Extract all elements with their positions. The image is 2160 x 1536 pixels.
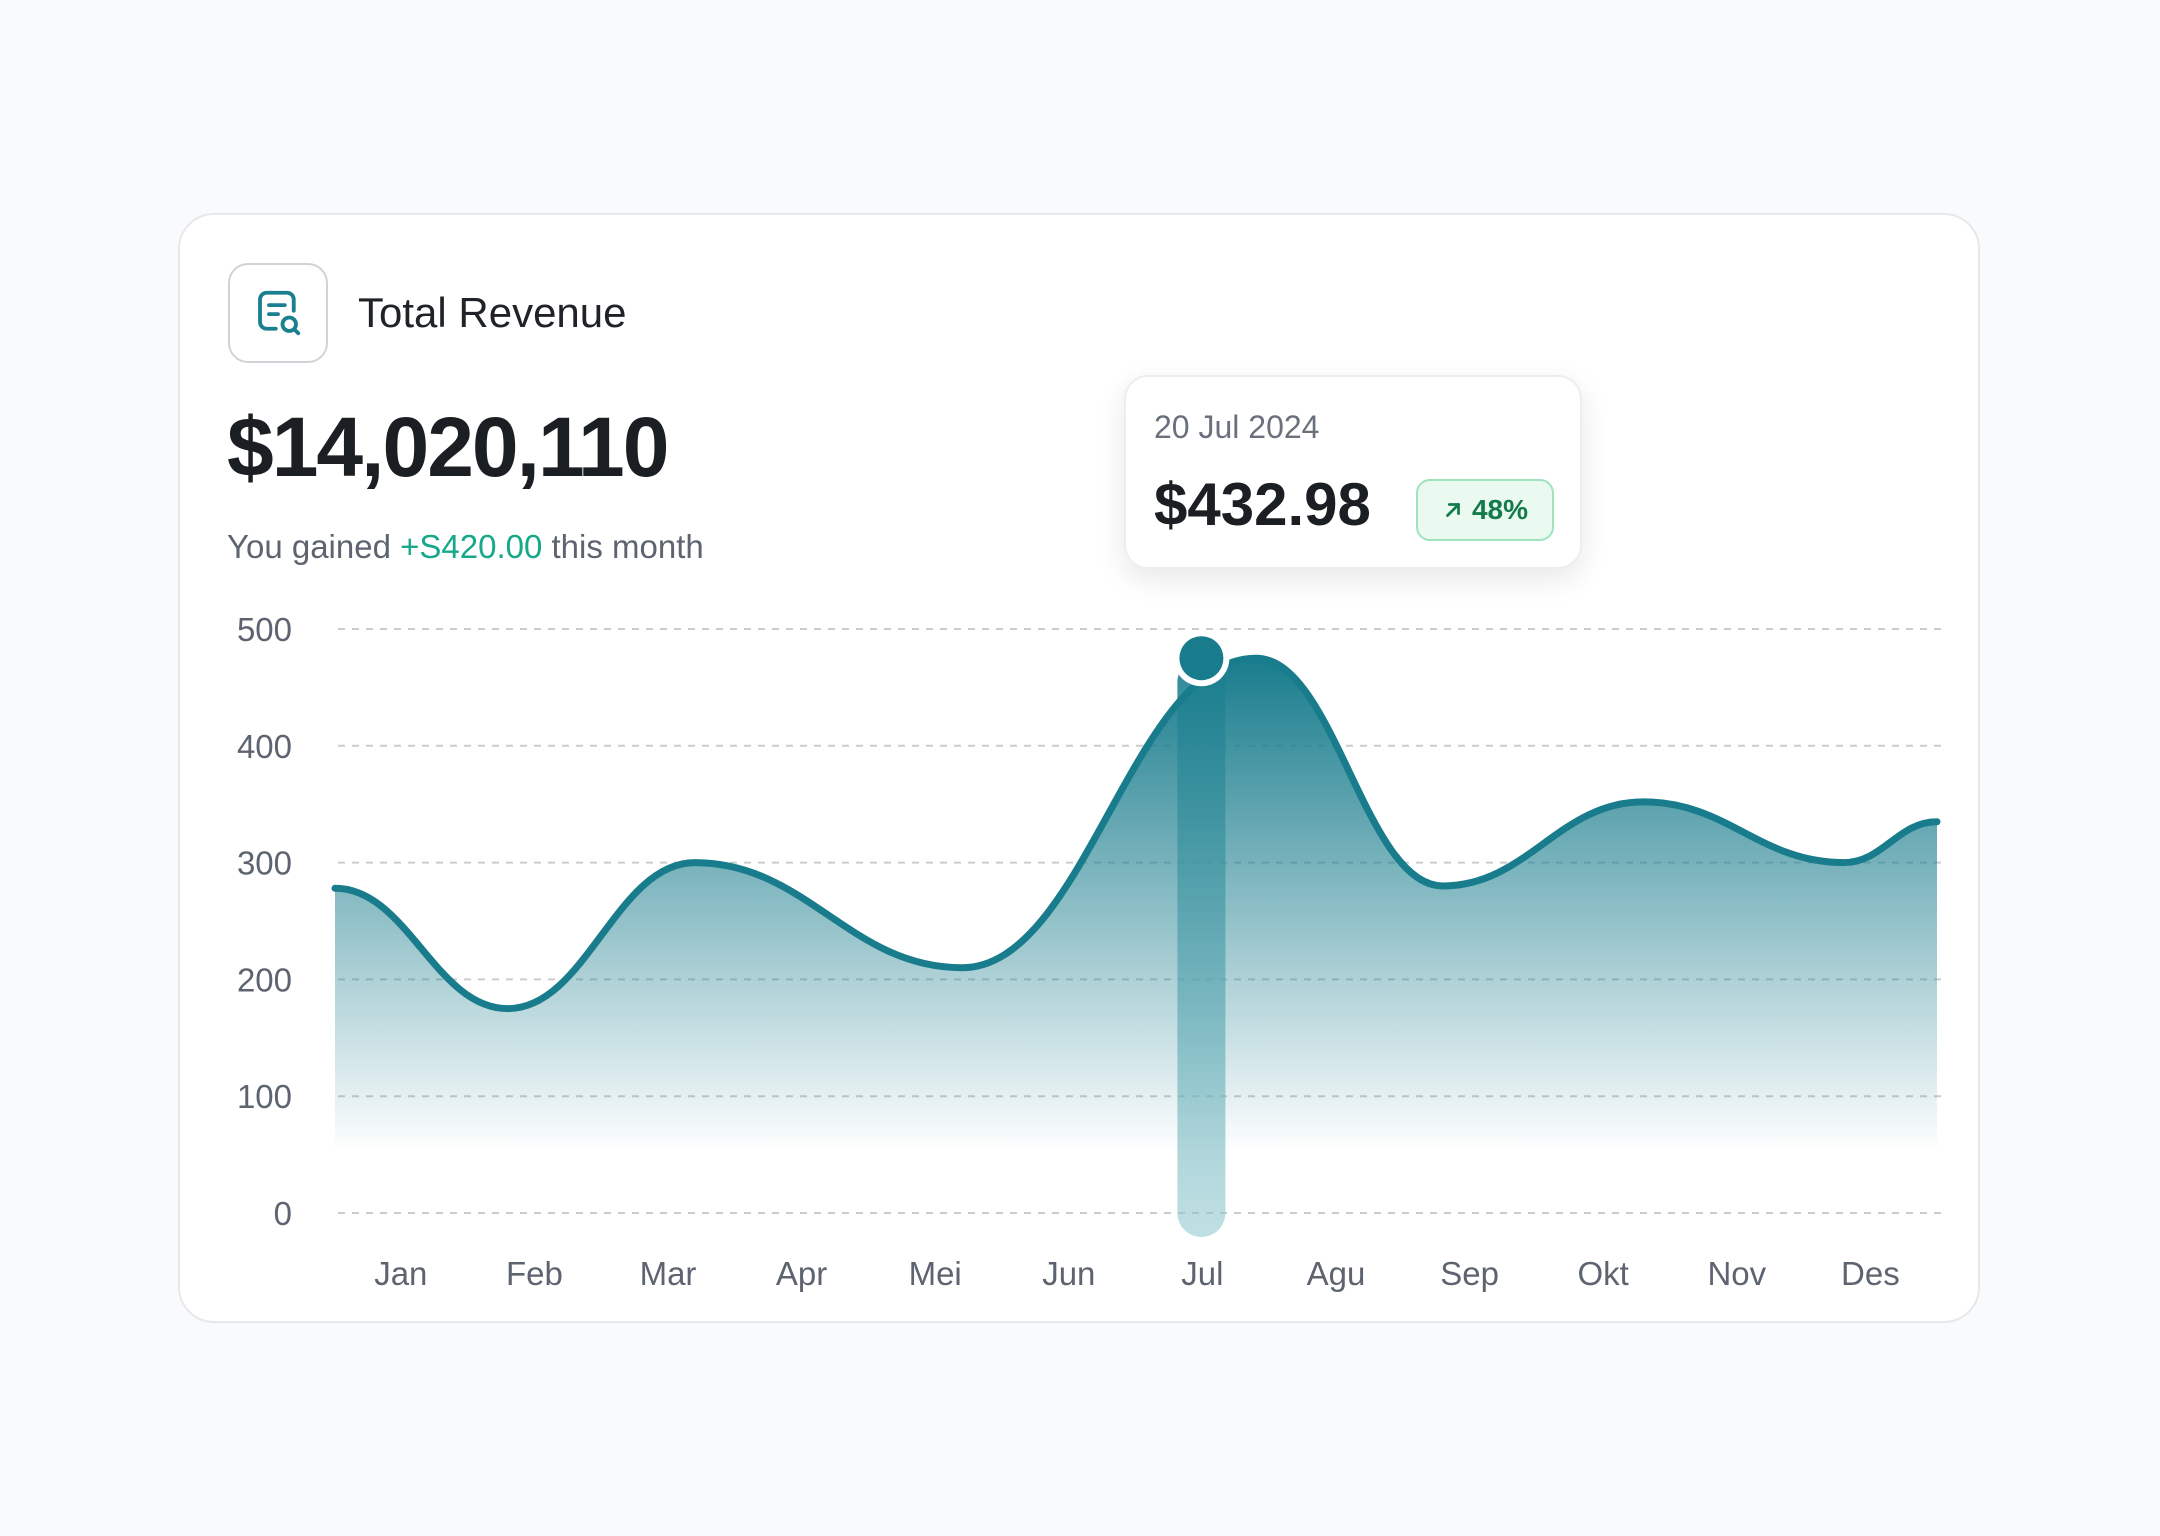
gain-amount: +S420.00 [400,528,543,565]
highlight-bar [1177,658,1226,1237]
chart-tooltip: 20 Jul 2024 $432.98 48% [1124,375,1582,569]
arrow-up-right-icon [1446,503,1460,517]
x-tick-label: Agu [1307,1255,1366,1292]
card-title: Total Revenue [358,289,627,336]
y-tick-label: 200 [237,961,292,998]
gain-prefix: You gained [227,528,391,565]
y-tick-label: 300 [237,845,292,882]
x-tick-label: Apr [776,1255,827,1292]
y-tick-label: 100 [237,1078,292,1115]
total-revenue-value: $14,020,110 [227,400,669,494]
tooltip-date: 20 Jul 2024 [1154,409,1320,445]
tooltip-value: $432.98 [1154,471,1371,538]
x-tick-label: Sep [1440,1255,1499,1292]
highlight-point[interactable] [1179,636,1224,681]
receipt-search-icon [258,290,301,336]
y-tick-label: 400 [237,728,292,765]
revenue-icon-button[interactable] [228,263,328,363]
x-tick-label: Okt [1578,1255,1629,1292]
x-tick-label: Nov [1707,1255,1766,1292]
gain-suffix: this month [551,528,704,565]
gain-summary: You gained +S420.00 this month [227,525,704,569]
x-tick-label: Mei [909,1255,962,1292]
y-tick-label: 0 [274,1195,292,1232]
x-tick-label: Des [1841,1255,1900,1292]
growth-badge: 48% [1416,479,1554,541]
x-tick-label: Jan [374,1255,427,1292]
x-tick-label: Jul [1181,1255,1223,1292]
growth-badge-label: 48% [1471,494,1529,525]
x-tick-label: Jun [1042,1255,1095,1292]
revenue-area [335,658,1937,1153]
revenue-line [331,654,1941,1013]
y-tick-label: 500 [237,611,292,648]
revenue-card: Total Revenue $14,020,110 You gained +S4… [178,213,1980,1323]
x-tick-label: Feb [506,1255,563,1292]
revenue-area-chart: 500 400 300 200 100 0 Jan Feb Mar Apr Mei Jun Jul Ag… [237,611,1942,1292]
x-tick-label: Mar [640,1255,697,1292]
